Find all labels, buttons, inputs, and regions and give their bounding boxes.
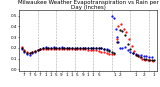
Title: Milwaukee Weather Evapotranspiration vs Rain per Day (Inches): Milwaukee Weather Evapotranspiration vs … (18, 0, 158, 10)
